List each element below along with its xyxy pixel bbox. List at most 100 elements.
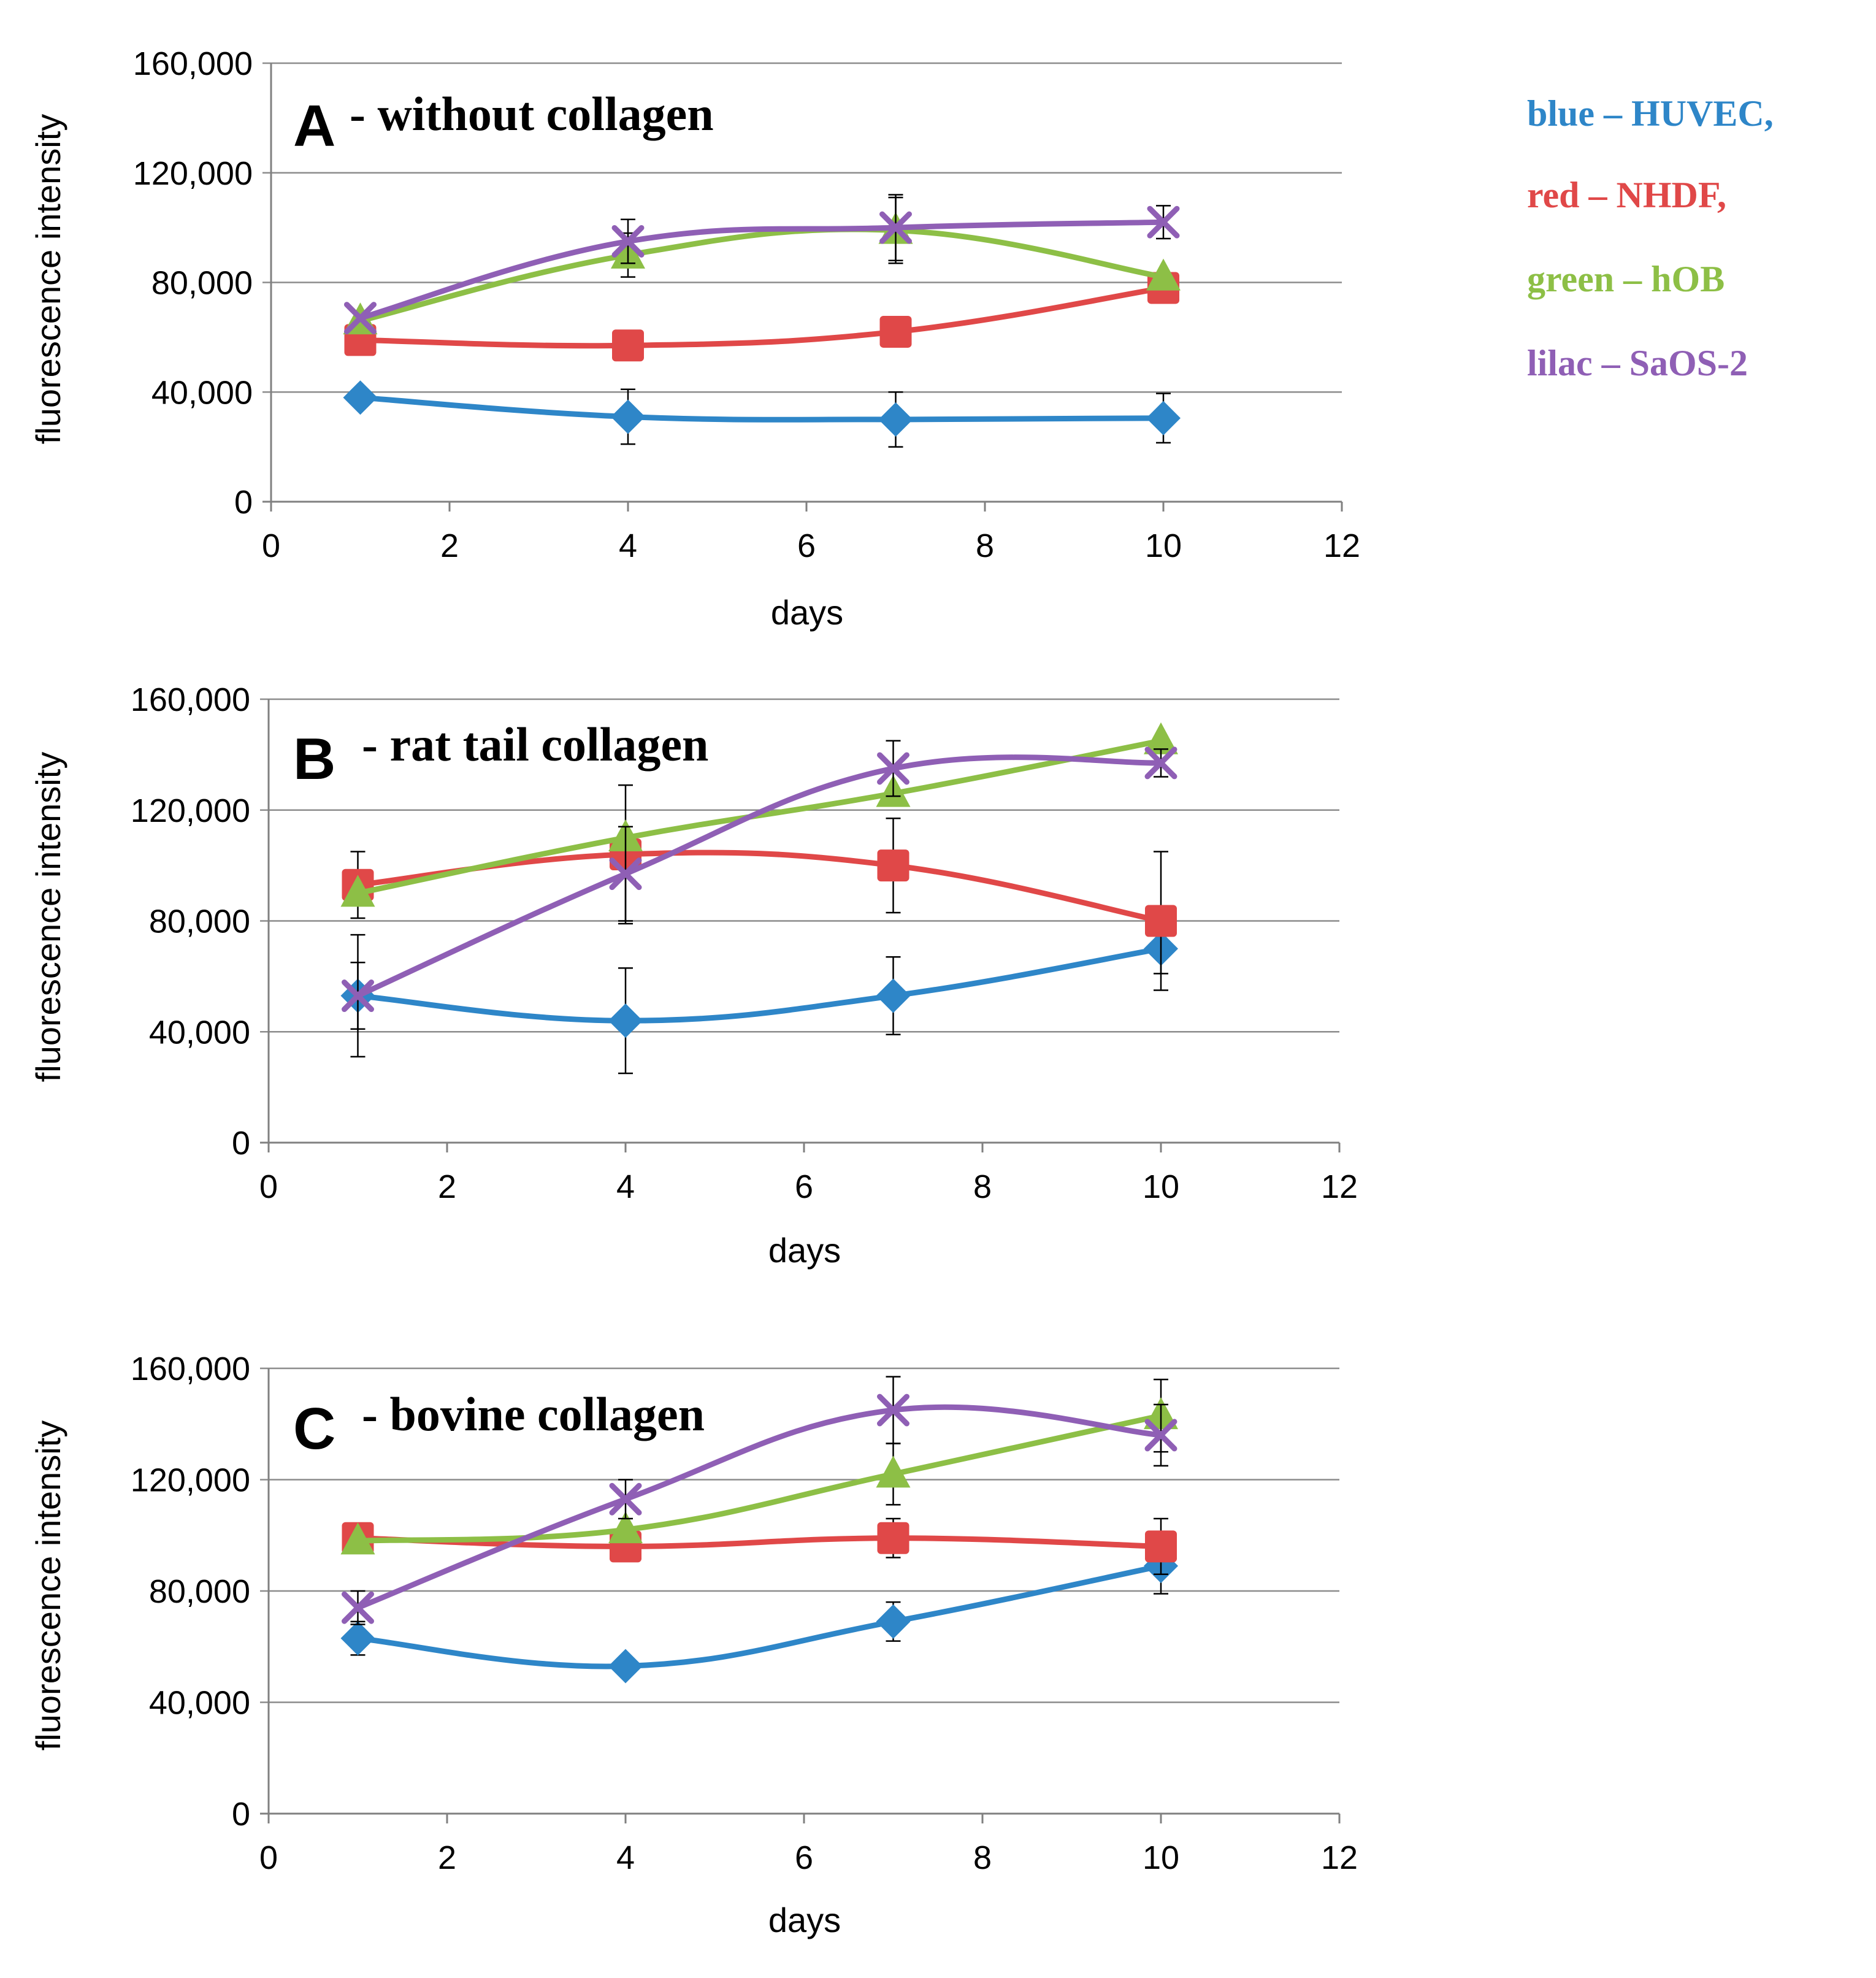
x-tick-label: 12 xyxy=(1321,1839,1358,1876)
x-tick-label: 10 xyxy=(1143,1839,1179,1876)
x-tick-label: 10 xyxy=(1145,527,1182,564)
y-tick-label: 80,000 xyxy=(151,265,253,302)
y-tick-label: 40,000 xyxy=(149,1014,250,1051)
chart-panel-b: fluorescence intensity days B - rat tail… xyxy=(29,681,1358,1270)
y-tick-label: 120,000 xyxy=(131,1462,250,1499)
data-point-square xyxy=(1145,1530,1177,1563)
x-tick-label: 4 xyxy=(619,527,637,564)
data-point-square xyxy=(612,329,644,362)
x-tick-label: 6 xyxy=(795,1839,813,1876)
x-axis-title: days xyxy=(771,593,843,632)
x-stroke xyxy=(342,979,374,1013)
x-tick-label: 2 xyxy=(438,1168,456,1205)
legend-item-huvec: blue – HUVEC, xyxy=(1527,93,1774,134)
data-point-diamond xyxy=(1146,401,1181,435)
y-tick-label: 40,000 xyxy=(149,1685,250,1722)
x-tick-label: 6 xyxy=(797,527,816,564)
panel-title-letter: C xyxy=(293,1396,335,1462)
series-saos-2 xyxy=(342,1376,1177,1625)
data-point-triangle xyxy=(1144,722,1178,754)
legend-item-nhdf: red – NHDF, xyxy=(1527,175,1726,215)
y-tick-label: 0 xyxy=(234,484,253,521)
x-stroke xyxy=(877,1393,909,1427)
legend: blue – HUVEC, red – NHDF, green – hOB li… xyxy=(1527,93,1774,383)
series-nhdf xyxy=(344,272,1179,362)
legend-item-saos2: lilac – SaOS-2 xyxy=(1527,343,1748,383)
series-line xyxy=(355,1413,1164,1544)
x-stroke xyxy=(877,752,909,785)
data-point-x xyxy=(344,302,377,335)
x-stroke xyxy=(609,1482,642,1516)
series-line xyxy=(355,754,1164,999)
series-line xyxy=(355,946,1164,1024)
data-point-x xyxy=(877,752,909,785)
y-axis-title: fluorescence intensity xyxy=(29,1420,67,1751)
y-tick-label: 160,000 xyxy=(133,45,253,82)
x-tick-label: 4 xyxy=(616,1168,635,1205)
data-point-x xyxy=(1144,746,1177,780)
x-tick-label: 2 xyxy=(438,1839,456,1876)
y-tick-label: 160,000 xyxy=(131,681,250,718)
series-huvec xyxy=(343,380,1181,448)
y-axis-title: fluorescence intensity xyxy=(29,752,67,1083)
data-point-triangle xyxy=(876,1455,911,1488)
data-point-triangle xyxy=(608,1511,643,1544)
data-point-x xyxy=(1147,205,1180,239)
x-axis-title: days xyxy=(768,1231,841,1270)
y-tick-label: 0 xyxy=(232,1125,250,1162)
x-tick-label: 8 xyxy=(976,527,994,564)
x-stroke xyxy=(1144,746,1177,780)
series-line xyxy=(358,285,1166,349)
y-axis-title: fluorescence intensity xyxy=(29,114,67,445)
x-stroke xyxy=(1147,205,1180,239)
y-tick-label: 80,000 xyxy=(149,903,250,940)
data-point-x xyxy=(342,979,374,1013)
series-saos-2 xyxy=(342,740,1177,1030)
y-tick-label: 80,000 xyxy=(149,1573,250,1610)
data-point-x xyxy=(609,857,642,891)
data-point-x xyxy=(877,1393,909,1427)
series-line xyxy=(355,1535,1164,1549)
series-line xyxy=(358,226,1166,324)
data-point-diamond xyxy=(876,1604,911,1639)
x-stroke xyxy=(611,224,645,258)
data-point-square xyxy=(879,315,912,348)
data-point-square xyxy=(877,849,909,882)
y-tick-label: 160,000 xyxy=(131,1351,250,1387)
panel-title-text: - bovine collagen xyxy=(362,1387,705,1441)
series-line xyxy=(358,394,1166,423)
data-point-x xyxy=(611,224,645,258)
panel-title-text: - rat tail collagen xyxy=(362,718,708,771)
data-point-diamond xyxy=(343,380,378,415)
series-saos-2 xyxy=(344,194,1180,335)
data-point-diamond xyxy=(611,399,645,434)
series-line xyxy=(355,1404,1164,1611)
y-tick-label: 120,000 xyxy=(133,155,253,192)
y-tick-label: 120,000 xyxy=(131,792,250,829)
data-point-diamond xyxy=(608,1649,643,1684)
series-nhdf xyxy=(342,1517,1177,1576)
data-point-x xyxy=(1144,1419,1177,1452)
legend-item-hob: green – hOB xyxy=(1527,259,1725,299)
panel-title-letter: B xyxy=(293,726,335,792)
series-line xyxy=(355,1563,1164,1669)
data-point-diamond xyxy=(876,978,911,1013)
data-point-square xyxy=(877,1522,909,1554)
data-point-square xyxy=(1145,905,1177,937)
x-stroke xyxy=(609,857,642,891)
x-tick-label: 12 xyxy=(1321,1168,1358,1205)
x-tick-label: 0 xyxy=(259,1839,278,1876)
data-point-diamond xyxy=(340,1621,375,1656)
x-stroke xyxy=(1144,1419,1177,1452)
data-point-x xyxy=(342,1591,374,1624)
data-point-triangle xyxy=(340,1522,375,1555)
x-tick-label: 8 xyxy=(973,1168,992,1205)
panel-title-text: - without collagen xyxy=(350,87,714,140)
y-tick-label: 0 xyxy=(232,1796,250,1833)
x-tick-label: 0 xyxy=(259,1168,278,1205)
axes: 0 40,000 80,000 120,000 160,000 0 2 4 6 8 10 12 xyxy=(133,45,1360,564)
x-tick-label: 2 xyxy=(440,527,459,564)
x-axis-title: days xyxy=(768,1901,841,1939)
series-line xyxy=(358,219,1166,321)
